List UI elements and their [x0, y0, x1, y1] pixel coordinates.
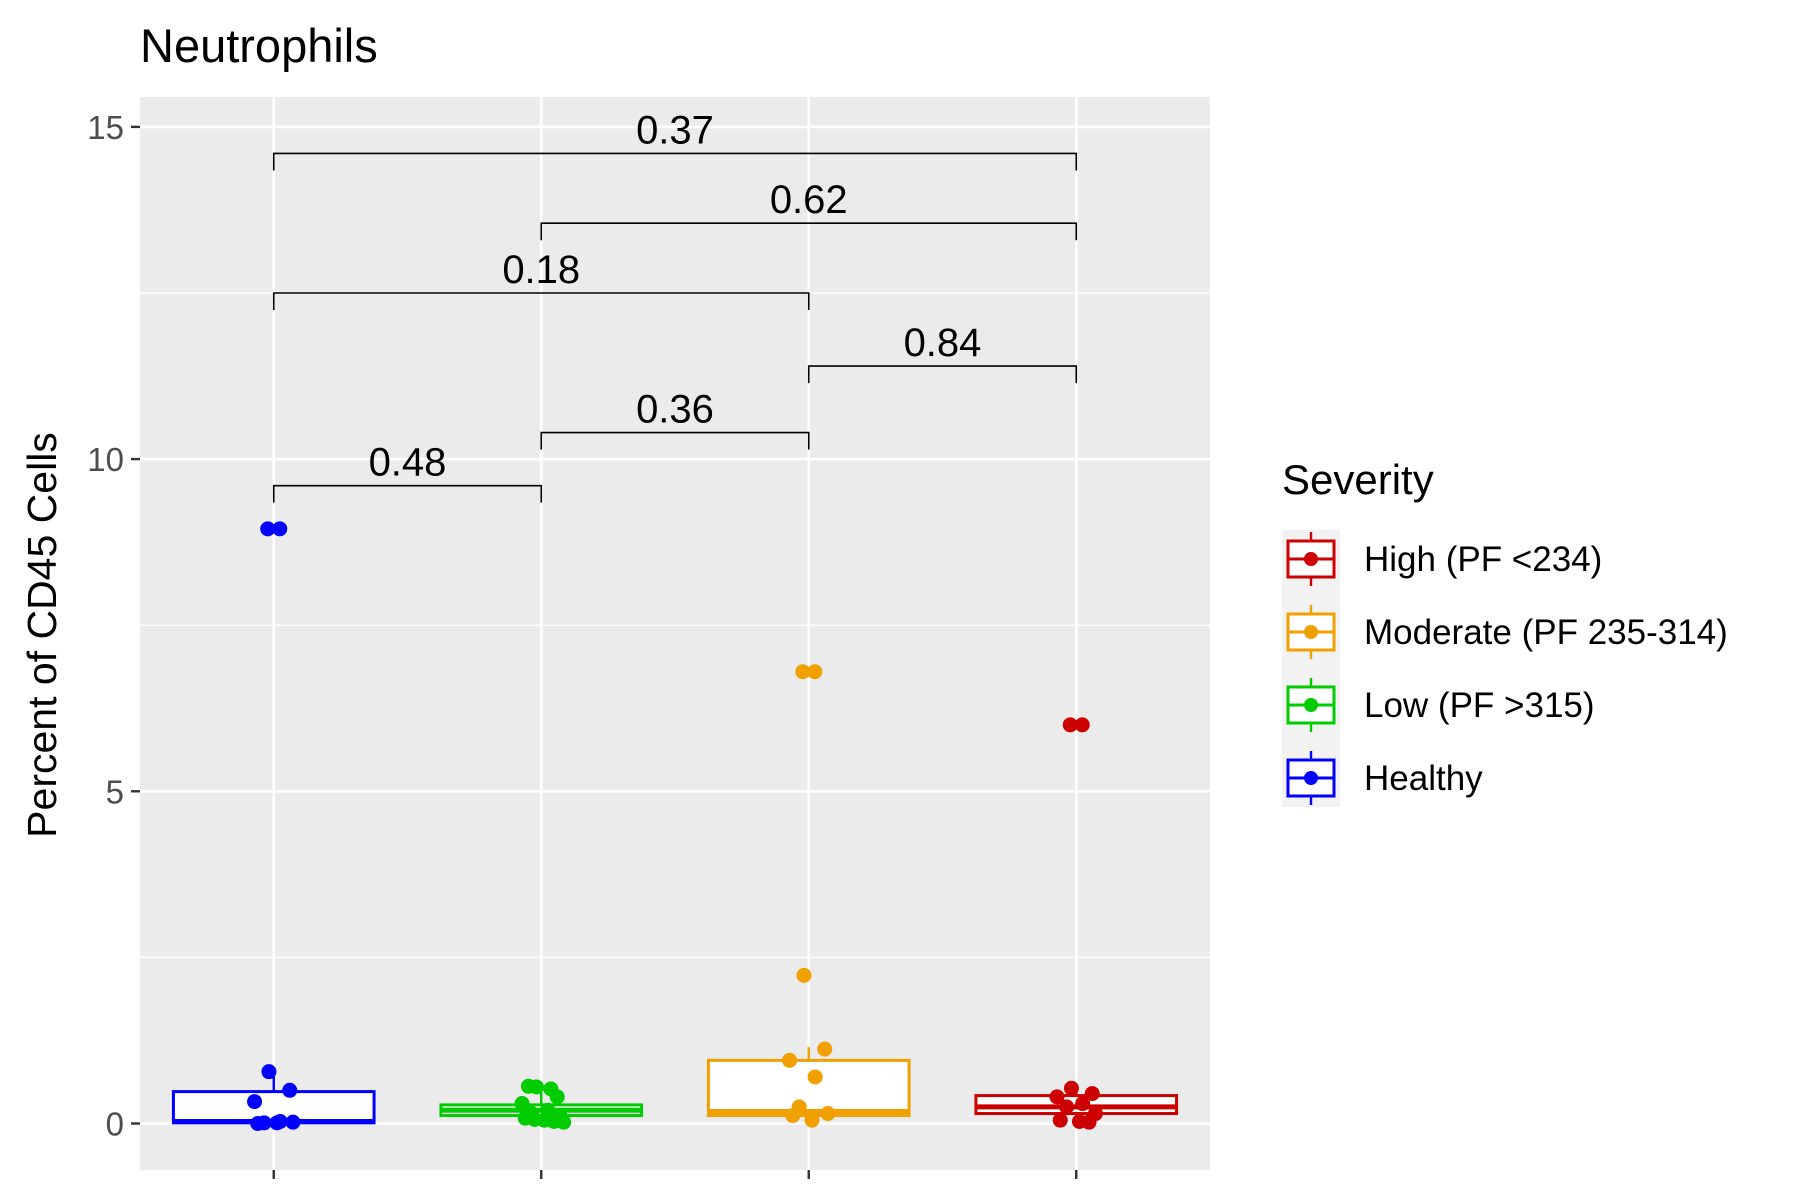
p-value-label: 0.48	[369, 441, 447, 485]
point-high	[1049, 1089, 1065, 1105]
legend-item: Moderate (PF 235-314)	[1286, 605, 1728, 659]
y-tick-label: 15	[87, 109, 124, 146]
plot-panel	[140, 97, 1210, 1170]
point-high	[1052, 1112, 1068, 1128]
legend-title: Severity	[1282, 456, 1434, 503]
point-high	[1084, 1086, 1100, 1102]
legend: Severity High (PF <234) Moderate (PF 235-…	[1282, 456, 1728, 807]
bracket-line	[272, 292, 810, 310]
y-tick-label: 5	[106, 773, 124, 810]
point-healthy	[272, 521, 288, 537]
p-value-label: 0.18	[502, 248, 580, 292]
bracket-line	[272, 484, 543, 503]
point-high	[1063, 1080, 1079, 1096]
point-moderate	[804, 1112, 820, 1128]
point-healthy	[269, 1115, 285, 1131]
y-axis-label: Percent of CD45 Cells	[19, 432, 65, 838]
p-value-label: 0.84	[904, 321, 982, 365]
point-moderate	[782, 1052, 798, 1068]
point-low	[549, 1089, 565, 1105]
legend-label: Healthy	[1364, 759, 1483, 798]
point-moderate	[795, 664, 811, 680]
bracket-line	[807, 365, 1078, 384]
p-value-label: 0.36	[636, 388, 714, 432]
point-high	[1059, 1099, 1075, 1115]
boxplot-moderate	[706, 1047, 911, 1121]
point-high	[1074, 717, 1090, 733]
bracket-0-3: 0.37	[272, 108, 1078, 171]
legend-label: High (PF <234)	[1364, 540, 1602, 579]
legend-key-point	[1304, 552, 1318, 566]
legend-item: Healthy	[1286, 751, 1483, 805]
y-tick-label: 10	[87, 441, 124, 478]
point-healthy	[285, 1114, 301, 1130]
bracket-line	[272, 152, 1078, 171]
legend-key-point	[1304, 771, 1318, 785]
bracket-0-2: 0.18	[272, 248, 810, 310]
point-healthy	[282, 1082, 298, 1098]
x-axis	[272, 1170, 1078, 1179]
point-high	[1062, 717, 1078, 733]
legend-item: High (PF <234)	[1286, 532, 1602, 586]
legend-key-point	[1304, 625, 1318, 639]
bracket-line	[540, 222, 1078, 241]
point-healthy	[261, 1064, 277, 1080]
point-moderate	[785, 1108, 801, 1124]
point-healthy	[247, 1094, 263, 1110]
point-moderate	[820, 1106, 836, 1122]
point-moderate	[807, 664, 823, 680]
bracket-0-1: 0.48	[272, 441, 543, 503]
legend-items: High (PF <234) Moderate (PF 235-314) Low (…	[1282, 530, 1728, 807]
point-moderate	[817, 1041, 833, 1057]
legend-item: Low (PF >315)	[1286, 678, 1595, 732]
p-value-label: 0.37	[636, 108, 714, 152]
box-moderate	[706, 1058, 911, 1118]
chart-title: Neutrophils	[140, 19, 378, 72]
bracket-1-3: 0.62	[540, 178, 1078, 241]
point-healthy	[260, 521, 276, 537]
legend-key-point	[1304, 698, 1318, 712]
point-high	[1075, 1096, 1091, 1112]
point-low	[528, 1079, 544, 1095]
y-axis: 0 5 10 15	[87, 109, 140, 1142]
point-low	[527, 1112, 543, 1128]
significance-brackets: 0.48 0.36 0.84 0.18 0.62 0.37	[272, 108, 1078, 503]
bracket-1-2: 0.36	[540, 388, 810, 450]
point-low	[514, 1096, 530, 1112]
point-high	[1081, 1114, 1097, 1130]
data-points	[247, 521, 1103, 1131]
point-moderate	[807, 1069, 823, 1085]
point-low	[556, 1114, 572, 1130]
legend-label: Low (PF >315)	[1364, 686, 1595, 725]
p-value-label: 0.62	[770, 178, 848, 222]
point-healthy	[250, 1115, 266, 1131]
point-moderate	[796, 967, 812, 983]
legend-label: Moderate (PF 235-314)	[1364, 613, 1728, 652]
bracket-line	[540, 431, 810, 450]
bracket-2-3: 0.84	[807, 321, 1078, 384]
y-tick-label: 0	[106, 1105, 124, 1142]
